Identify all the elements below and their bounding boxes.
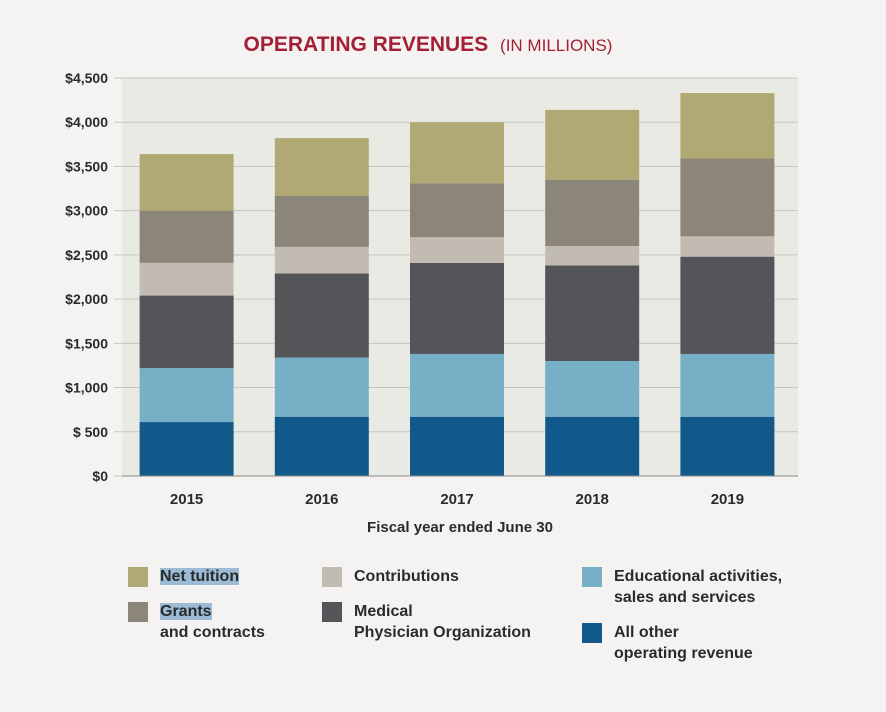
bar-segment xyxy=(410,237,504,263)
legend-swatch xyxy=(322,602,342,622)
legend-label-line2: sales and services xyxy=(614,589,756,606)
bar-segment xyxy=(545,416,640,476)
bar-segment xyxy=(680,93,775,159)
legend-label-line1: Educational activities, xyxy=(614,568,783,585)
legend-label: Grants and contracts xyxy=(160,601,265,643)
y-tick-label: $2,000 xyxy=(65,291,108,307)
bar-segment xyxy=(139,295,234,369)
legend-label: Net tuition xyxy=(160,566,240,587)
legend-swatch xyxy=(582,567,602,587)
bar-segment xyxy=(680,158,775,237)
bar-segment xyxy=(545,109,640,180)
legend-label-line1: Medical xyxy=(354,603,413,620)
bar-segment xyxy=(410,416,504,476)
y-tick-label: $1,000 xyxy=(65,380,108,396)
bar-segment xyxy=(680,236,775,257)
bar-segment xyxy=(274,357,369,417)
bar-segment xyxy=(410,262,504,354)
chart-title-main: OPERATING REVENUES xyxy=(244,33,489,56)
y-tick-label: $2,500 xyxy=(65,247,108,263)
chart-title: OPERATING REVENUES (IN MILLIONS) xyxy=(244,33,613,56)
y-axis-ticks: $0 $ 500 $1,000 $1,500 $2,000 $2,500 $3,000 $3,… xyxy=(65,70,122,484)
x-tick-label: 2016 xyxy=(305,491,338,508)
legend-label: Medical Physician Organization xyxy=(354,601,531,643)
x-axis-ticks: 2015 2016 2017 2018 2019 xyxy=(170,491,744,508)
legend-label: Contributions xyxy=(354,566,459,587)
bar-segment xyxy=(410,183,504,238)
legend-label-line1: Contributions xyxy=(354,568,459,585)
legend-swatch xyxy=(582,623,602,643)
bar-segment xyxy=(410,353,504,417)
bar-segment xyxy=(139,262,234,296)
legend-swatch xyxy=(322,567,342,587)
legend-label-line1: Net tuition xyxy=(160,568,240,585)
legend-swatch xyxy=(128,567,148,587)
legend-label-line2: operating revenue xyxy=(614,645,753,662)
bar-segment xyxy=(274,195,369,247)
legend-label-line2: and contracts xyxy=(160,624,265,641)
bar-segment xyxy=(274,246,369,274)
legend-swatch xyxy=(128,602,148,622)
bar-segment xyxy=(680,256,775,354)
bar-segment xyxy=(545,179,640,247)
bar-segment xyxy=(139,422,234,476)
legend-item-net-tuition: Net tuition xyxy=(128,566,240,587)
bar-segment xyxy=(680,416,775,476)
bar-segment xyxy=(139,154,234,211)
x-tick-label: 2017 xyxy=(440,491,473,508)
legend-label: Educational activities, sales and service… xyxy=(614,566,782,608)
y-tick-label: $1,500 xyxy=(65,335,108,351)
chart-title-sub: (IN MILLIONS) xyxy=(500,36,612,55)
y-tick-label: $3,000 xyxy=(65,203,108,219)
legend-label: All other operating revenue xyxy=(614,622,753,664)
y-tick-label: $3,500 xyxy=(65,158,108,174)
y-tick-label: $4,500 xyxy=(65,70,108,86)
x-tick-label: 2019 xyxy=(711,491,744,508)
bar-segment xyxy=(545,361,640,417)
bar-segment xyxy=(274,416,369,476)
bar-segment xyxy=(274,273,369,358)
y-tick-label: $0 xyxy=(92,468,108,484)
y-tick-label: $4,000 xyxy=(65,114,108,130)
x-tick-label: 2018 xyxy=(576,491,609,508)
bar-segment xyxy=(545,246,640,266)
bars xyxy=(139,93,775,476)
bar-segment xyxy=(410,122,504,184)
bar-segment xyxy=(680,353,775,417)
bar-segment xyxy=(139,210,234,263)
y-tick-label: $ 500 xyxy=(73,424,108,440)
legend-label-line2: Physician Organization xyxy=(354,624,531,641)
bar-segment xyxy=(139,368,234,423)
x-tick-label: 2015 xyxy=(170,491,203,508)
legend-item-contributions: Contributions xyxy=(322,566,459,587)
legend-item-all-other: All other operating revenue xyxy=(582,622,753,664)
bar-segment xyxy=(545,265,640,362)
x-axis-label: Fiscal year ended June 30 xyxy=(367,519,553,536)
legend-item-educational: Educational activities, sales and service… xyxy=(582,566,782,608)
legend-item-medical: Medical Physician Organization xyxy=(322,601,531,643)
legend-label-line1: All other xyxy=(614,624,679,641)
legend-label-line1: Grants xyxy=(160,603,212,620)
legend-item-grants: Grants and contracts xyxy=(128,601,265,643)
bar-segment xyxy=(274,138,369,196)
